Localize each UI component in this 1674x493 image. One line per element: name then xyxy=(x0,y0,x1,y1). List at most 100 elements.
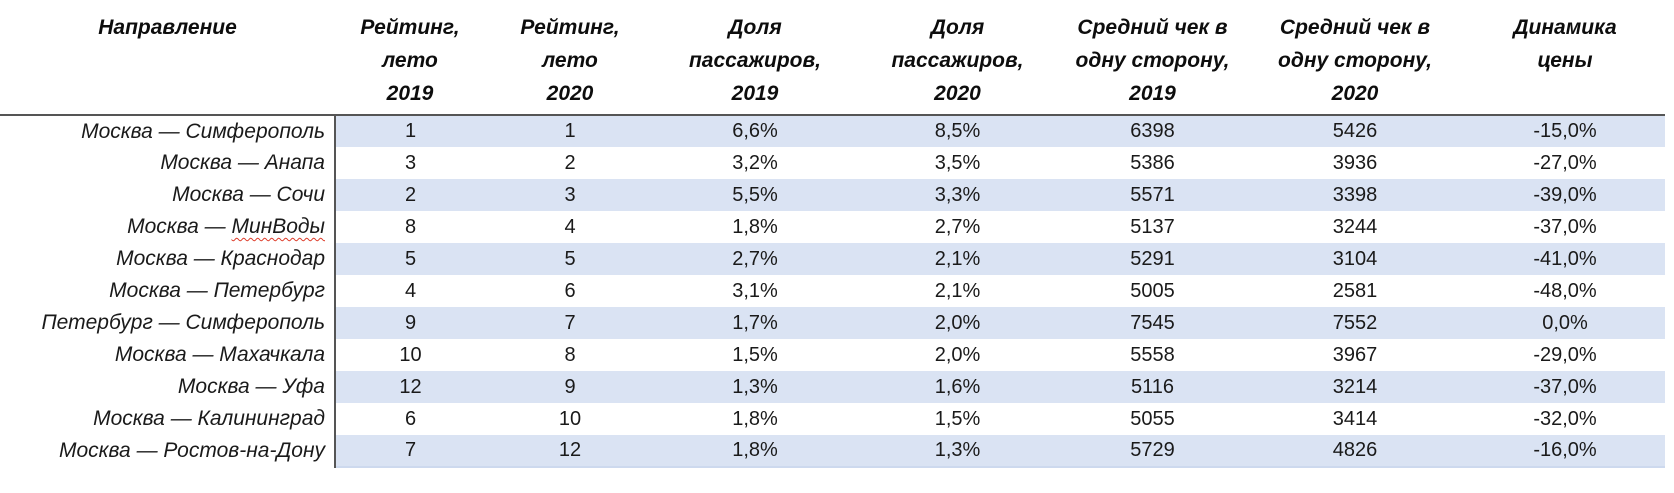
share-2019-cell: 1,7% xyxy=(655,307,855,339)
check-2019-cell: 5571 xyxy=(1060,179,1245,211)
dynamics-cell: -27,0% xyxy=(1533,151,1597,174)
dynamics-cell: -48,0% xyxy=(1533,279,1597,302)
route-text: Москва — Махачкала xyxy=(114,343,325,366)
dynamics-cell: -16,0% xyxy=(1465,435,1665,468)
share-2019-cell: 1,8% xyxy=(732,215,778,238)
share-2020-cell: 3,5% xyxy=(934,151,981,174)
share-2020-cell: 1,5% xyxy=(934,407,981,430)
rating-2020-cell: 4 xyxy=(564,215,576,238)
header-direction: Направление xyxy=(0,0,335,116)
route-cell: Москва — Анапа xyxy=(0,147,336,179)
check-2019-cell: 5386 xyxy=(1130,151,1175,174)
table-row: Петербург — Симферополь 9 7 1,7% 2,0% 75… xyxy=(0,307,1665,339)
share-2020-cell: 1,6% xyxy=(855,371,1060,403)
table-header: Направление Рейтинг, лето 2019 Рейтинг, … xyxy=(0,0,1665,116)
dynamics-cell: -37,0% xyxy=(1533,215,1597,238)
check-2019-cell: 7545 xyxy=(1060,307,1245,339)
route-text: Москва — Уфа xyxy=(177,375,325,398)
share-2019-cell: 3,2% xyxy=(732,151,778,174)
rating-2020-cell: 1 xyxy=(485,115,655,147)
share-2019-cell: 1,3% xyxy=(655,371,855,403)
share-2019-cell: 1,8% xyxy=(732,407,778,430)
route-cell: Москва — МинВоды xyxy=(0,211,336,243)
table-row: Москва — Калининград 6 10 1,8% 1,5% 5055… xyxy=(0,403,1665,435)
rating-2019-cell: 12 xyxy=(335,371,485,403)
rating-2019-cell: 1 xyxy=(335,115,485,147)
check-2019-cell: 5137 xyxy=(1130,215,1175,238)
route-cell: Москва — Краснодар xyxy=(0,243,336,275)
dynamics-cell: -37,0% xyxy=(1465,371,1665,403)
share-2019-cell: 1,5% xyxy=(732,343,778,366)
rating-2019-cell: 5 xyxy=(335,243,485,275)
dynamics-cell: -32,0% xyxy=(1533,407,1597,430)
rating-2019-cell: 10 xyxy=(399,343,422,366)
header-avg-check-2019: Средний чек в одну сторону, 2019 xyxy=(1060,0,1245,116)
share-2020-cell: 3,3% xyxy=(855,179,1060,211)
dynamics-cell: 0,0% xyxy=(1465,307,1665,339)
route-text: Москва — Анапа xyxy=(160,151,325,174)
rating-2019-cell: 2 xyxy=(335,179,485,211)
header-price-dynamics: Динамика цены xyxy=(1465,0,1665,116)
table-row: Москва — Краснодар 5 5 2,7% 2,1% 5291 31… xyxy=(0,243,1665,275)
header-avg-check-2020: Средний чек в одну сторону, 2020 xyxy=(1245,0,1465,116)
check-2020-cell: 3936 xyxy=(1332,151,1378,174)
share-2020-cell: 2,1% xyxy=(855,243,1060,275)
route-text: Москва — Калининград xyxy=(93,407,325,430)
route-cell: Москва — Ростов-на-Дону xyxy=(0,435,336,467)
table-row: Москва — Анапа 3 2 3,2% 3,5% 5386 3936 -… xyxy=(0,147,1665,179)
rating-2020-cell: 7 xyxy=(485,307,655,339)
route-cell: Москва — Калининград xyxy=(0,403,336,435)
rating-2020-cell: 10 xyxy=(558,407,582,430)
rating-2020-cell: 3 xyxy=(485,179,655,211)
check-2020-cell: 7552 xyxy=(1245,307,1465,339)
share-2019-cell: 5,5% xyxy=(655,179,855,211)
rating-2020-cell: 2 xyxy=(564,151,576,174)
route-cell: Москва — Махачкала xyxy=(0,339,336,371)
check-2019-cell: 5005 xyxy=(1130,279,1175,302)
share-2020-cell: 1,3% xyxy=(855,435,1060,468)
rating-2019-cell: 9 xyxy=(335,307,485,339)
route-text-misspelled: МинВоды xyxy=(231,215,325,238)
table-row: Москва — Симферополь 1 1 6,6% 8,5% 6398 … xyxy=(0,115,1665,147)
rating-2020-cell: 12 xyxy=(485,435,655,468)
route-text: Петербург — Симферополь xyxy=(41,311,325,334)
table-row: Москва — Уфа 12 9 1,3% 1,6% 5116 3214 -3… xyxy=(0,371,1665,403)
rating-2019-cell: 6 xyxy=(404,407,417,430)
route-text: Москва — Сочи xyxy=(172,183,325,206)
check-2020-cell: 5426 xyxy=(1245,115,1465,147)
check-2019-cell: 5055 xyxy=(1130,407,1175,430)
check-2019-cell: 5729 xyxy=(1060,435,1245,468)
dynamics-cell: -29,0% xyxy=(1533,343,1597,366)
check-2020-cell: 3244 xyxy=(1332,215,1378,238)
header-passenger-share-2019: Доля пассажиров, 2019 xyxy=(655,0,855,116)
header-rating-summer-2019: Рейтинг, лето 2019 xyxy=(335,0,485,116)
rating-2019-cell: 7 xyxy=(335,435,485,468)
route-cell: Москва — Симферополь xyxy=(0,115,336,147)
header-rating-summer-2020: Рейтинг, лето 2020 xyxy=(485,0,655,116)
share-2020-cell: 2,1% xyxy=(934,279,981,302)
header-passenger-share-2020: Доля пассажиров, 2020 xyxy=(855,0,1060,116)
check-2019-cell: 5116 xyxy=(1060,371,1245,403)
route-text: Москва — xyxy=(127,215,232,238)
rating-2020-cell: 8 xyxy=(564,343,576,366)
table-row: Москва — Петербург 4 6 3,1% 2,1% 5005 25… xyxy=(0,275,1665,307)
check-2020-cell: 3214 xyxy=(1245,371,1465,403)
rating-2020-cell: 9 xyxy=(485,371,655,403)
rating-2020-cell: 5 xyxy=(485,243,655,275)
table-row: Москва — Махачкала 10 8 1,5% 2,0% 5558 3… xyxy=(0,339,1665,371)
rating-2020-cell: 6 xyxy=(564,279,576,302)
rating-2019-cell: 8 xyxy=(404,215,417,238)
rating-2019-cell: 3 xyxy=(404,151,417,174)
route-cell: Москва — Уфа xyxy=(0,371,336,403)
check-2020-cell: 3414 xyxy=(1332,407,1378,430)
share-2020-cell: 2,0% xyxy=(934,343,981,366)
route-text: Москва — Ростов-на-Дону xyxy=(58,439,325,462)
table-row: Москва — МинВоды 8 4 1,8% 2,7% 5137 3244… xyxy=(0,211,1665,243)
dynamics-cell: -39,0% xyxy=(1465,179,1665,211)
check-2020-cell: 2581 xyxy=(1332,279,1378,302)
check-2019-cell: 5558 xyxy=(1130,343,1175,366)
route-text: Москва — Петербург xyxy=(109,279,325,302)
check-2019-cell: 6398 xyxy=(1060,115,1245,147)
route-cell: Москва — Сочи xyxy=(0,179,336,211)
check-2020-cell: 3967 xyxy=(1332,343,1378,366)
